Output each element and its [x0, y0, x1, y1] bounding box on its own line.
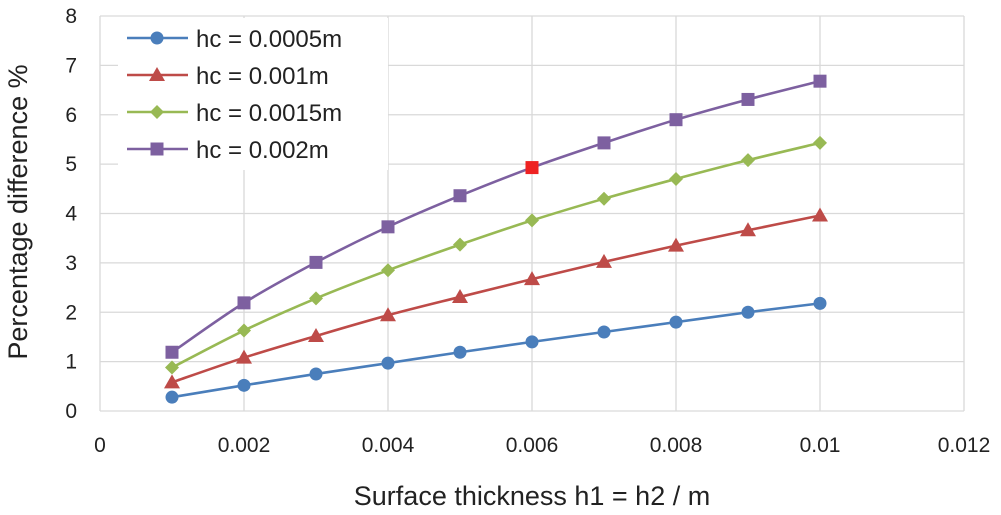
series-line-1 [171, 214, 821, 384]
data-point-series-3 [669, 113, 683, 127]
data-point-series-2 [237, 323, 251, 338]
data-point-series-1 [812, 207, 828, 222]
data-point-series-0 [741, 305, 755, 319]
x-axis-tick-labels: 0 0.002 0.004 0.006 0.008 0.01 0.012 [94, 434, 990, 457]
legend-marker-2 [150, 105, 164, 119]
y-tick-label: 4 [65, 203, 77, 226]
data-point-series-0 [237, 378, 251, 392]
legend-entry-label: hc = 0.0015m [196, 100, 342, 127]
data-point-series-2 [525, 213, 539, 228]
data-point-series-3 [381, 220, 395, 234]
series-markers [164, 74, 828, 404]
series-line-0 [171, 302, 821, 399]
legend-entry-label: hc = 0.0005m [196, 26, 342, 53]
data-point-series-1 [380, 307, 396, 322]
data-point-series-1 [308, 327, 324, 342]
data-point-series-2 [381, 263, 395, 278]
x-tick-label: 0.008 [650, 434, 703, 457]
data-point-series-1 [452, 288, 468, 303]
legend-entry-label: hc = 0.001m [196, 63, 329, 90]
data-point-series-0 [309, 367, 323, 381]
x-axis-label: Surface thickness h1 = h2 / m [354, 481, 710, 511]
data-point-series-1 [668, 237, 684, 252]
data-point-series-0 [597, 325, 611, 339]
data-point-series-2 [309, 291, 323, 306]
y-tick-label: 8 [65, 5, 77, 28]
data-point-series-2 [669, 171, 683, 186]
data-point-series-1 [524, 271, 540, 286]
data-point-series-3 [237, 296, 251, 310]
x-tick-label: 0 [94, 434, 106, 457]
data-point-series-0 [453, 345, 467, 359]
data-point-series-1 [596, 253, 612, 268]
legend-marker-0 [150, 31, 164, 45]
y-tick-label: 3 [65, 252, 77, 275]
data-point-series-3 [453, 189, 467, 203]
data-point-series-2 [597, 191, 611, 206]
data-point-series-0 [813, 296, 827, 310]
series-line-3 [171, 79, 821, 354]
series-lines [171, 79, 821, 399]
data-point-series-3 [525, 161, 539, 175]
data-point-series-3 [165, 345, 179, 359]
y-axis-label: Percentage difference % [3, 64, 33, 359]
data-point-series-2 [813, 135, 827, 150]
data-point-series-3 [813, 74, 827, 88]
x-tick-label: 0.006 [506, 434, 559, 457]
data-point-series-0 [381, 356, 395, 370]
data-point-series-0 [525, 335, 539, 349]
data-point-series-1 [236, 349, 252, 364]
y-tick-label: 5 [65, 153, 77, 176]
y-tick-label: 7 [65, 54, 77, 77]
y-tick-label: 1 [65, 351, 77, 374]
data-point-series-1 [740, 222, 756, 237]
legend: hc = 0.0005m hc = 0.001m hc = 0.0015m hc = … [118, 18, 388, 170]
data-point-series-1 [164, 374, 180, 389]
y-tick-label: 2 [65, 301, 77, 324]
x-tick-label: 0.004 [362, 434, 415, 457]
data-point-series-2 [165, 360, 179, 375]
x-tick-label: 0.002 [218, 434, 271, 457]
legend-entry-label: hc = 0.002m [196, 137, 329, 164]
data-point-series-0 [669, 315, 683, 329]
data-point-series-2 [741, 153, 755, 168]
data-point-series-3 [309, 255, 323, 269]
data-point-series-2 [453, 237, 467, 252]
y-tick-label: 6 [65, 104, 77, 127]
data-point-series-3 [597, 136, 611, 150]
series-line-2 [171, 141, 821, 369]
data-point-series-3 [741, 92, 755, 106]
data-point-series-0 [165, 390, 179, 404]
x-tick-label: 0.01 [800, 434, 841, 457]
legend-marker-3 [150, 142, 164, 156]
y-axis-tick-labels: 0 1 2 3 4 5 6 7 8 [65, 5, 77, 423]
y-tick-label: 0 [65, 400, 77, 423]
x-tick-label: 0.012 [938, 434, 991, 457]
legend-marker-1 [149, 67, 165, 81]
